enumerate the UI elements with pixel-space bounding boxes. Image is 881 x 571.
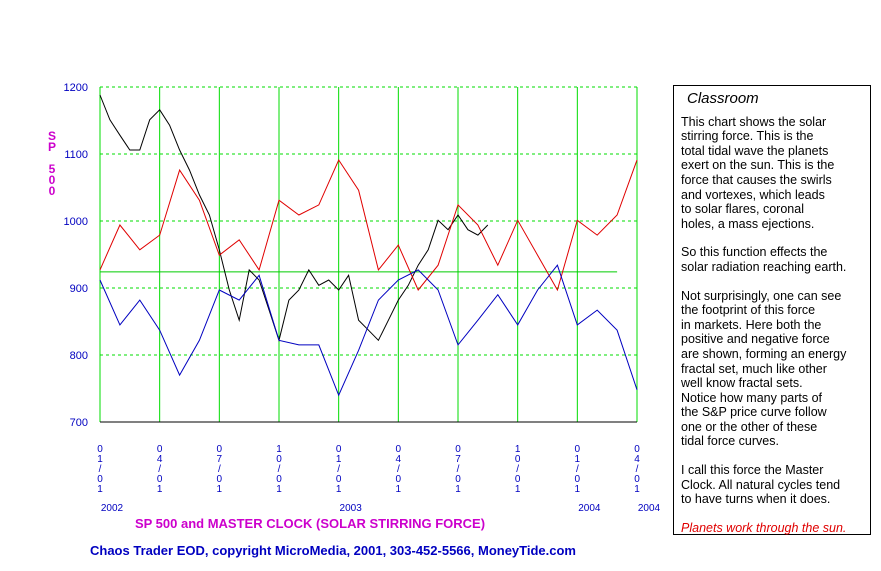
x-tick-label: 0 4/0 1 bbox=[157, 444, 163, 495]
text-line: This chart shows the solar bbox=[681, 114, 827, 129]
text-line: positive and negative force bbox=[681, 332, 830, 347]
y-tick-label: 900 bbox=[70, 283, 88, 295]
series-line bbox=[99, 158, 638, 292]
x-tick-label: 1 0/0 1 bbox=[515, 444, 521, 495]
y-tick-label: 700 bbox=[70, 417, 88, 429]
text-line: exert on the sun. This is the bbox=[681, 158, 835, 173]
text-line: the footprint of this force bbox=[681, 303, 816, 318]
text-line: one or the other of these bbox=[681, 419, 818, 434]
sidebar-paragraph: I call this force the Master Clock. All n… bbox=[681, 463, 870, 507]
y-tick-label: 1000 bbox=[64, 216, 88, 228]
text-line: force that causes the swirls bbox=[681, 172, 832, 187]
x-tick-label: 1 0/0 1 bbox=[276, 444, 282, 495]
text-line: total tidal wave the planets bbox=[681, 143, 829, 158]
year-label: 2004 bbox=[578, 503, 601, 514]
text-line: and vortexes, which leads bbox=[681, 187, 825, 202]
text-line: to have turns when it does. bbox=[681, 492, 831, 507]
text-line: solar radiation reaching earth. bbox=[681, 259, 847, 274]
x-tick-label: 0 7/0 1 bbox=[217, 444, 223, 495]
x-tick-label: 0 4/0 1 bbox=[634, 444, 640, 495]
text-line: stirring force. This is the bbox=[681, 129, 814, 144]
sidebar-text: This chart shows the solar stirring force… bbox=[681, 115, 870, 507]
sidebar-paragraph: This chart shows the solar stirring force… bbox=[681, 115, 870, 232]
text-line: in markets. Here both the bbox=[681, 317, 822, 332]
x-tick-label: 0 1/0 1 bbox=[575, 444, 581, 495]
x-tick-label: 0 7/0 1 bbox=[455, 444, 461, 495]
text-line: Notice how many parts of bbox=[681, 390, 823, 405]
text-line: So this function effects the bbox=[681, 245, 828, 260]
text-line: the S&P price curve follow bbox=[681, 405, 827, 420]
x-tick-label: 0 1/0 1 bbox=[97, 444, 103, 495]
x-tick-label: 0 4/0 1 bbox=[396, 444, 402, 495]
text-line: tidal force curves. bbox=[681, 434, 779, 449]
footer: Chaos Trader EOD, copyright MicroMedia, … bbox=[90, 543, 576, 558]
y-tick-label: 1200 bbox=[64, 82, 88, 94]
text-line: to solar flares, coronal bbox=[681, 202, 804, 217]
text-line: Clock. All natural cycles tend bbox=[681, 477, 841, 492]
series-line bbox=[99, 264, 638, 397]
chart-title: SP 500 and MASTER CLOCK (SOLAR STIRRING … bbox=[135, 516, 485, 531]
sidebar-title: Classroom bbox=[687, 90, 759, 107]
x-tick-label: 0 1/0 1 bbox=[336, 444, 342, 495]
sidebar-paragraph: Not surprisingly, one can see the footpri… bbox=[681, 289, 870, 450]
year-label: 2003 bbox=[340, 503, 363, 514]
y-tick-label: 1100 bbox=[64, 149, 88, 161]
text-line: holes, a mass ejections. bbox=[681, 216, 815, 231]
text-line: Not surprisingly, one can see bbox=[681, 288, 842, 303]
year-label: 2002 bbox=[101, 503, 124, 514]
text-line: I call this force the Master bbox=[681, 463, 824, 478]
text-line: fractal set, much like other bbox=[681, 361, 827, 376]
text-line: are shown, forming an energy bbox=[681, 346, 847, 361]
text-line: well know fractal sets. bbox=[681, 376, 803, 391]
series-line bbox=[99, 94, 489, 343]
year-label: 2004 bbox=[638, 503, 661, 514]
sidebar-note: Planets work through the sun. bbox=[681, 520, 847, 535]
sidebar-paragraph: So this function effects the solar radiat… bbox=[681, 245, 870, 274]
y-tick-label: 800 bbox=[70, 350, 88, 362]
sidebar: Classroom This chart shows the solar stir… bbox=[673, 85, 871, 535]
